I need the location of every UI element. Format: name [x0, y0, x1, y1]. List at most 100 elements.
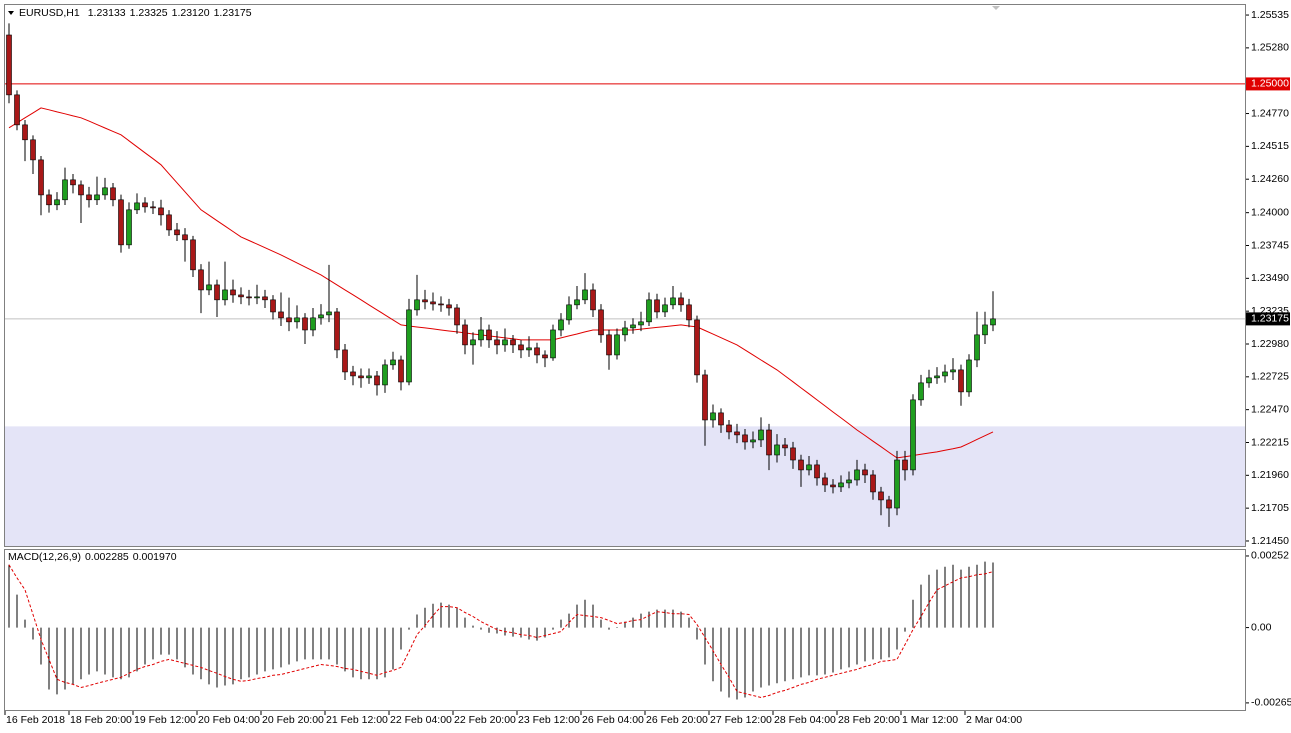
macd-y-tick-label: 0.00	[1251, 621, 1272, 633]
candle-body	[110, 187, 116, 201]
candle-body	[438, 303, 444, 306]
candle-body	[486, 329, 492, 341]
symbol-label: EURUSD,H1	[19, 7, 80, 19]
price-panel-frame	[4, 4, 1246, 547]
macd-title: MACD(12,26,9)	[8, 551, 81, 563]
candle-body	[174, 229, 180, 236]
candle-body	[758, 429, 764, 441]
candle-body	[990, 318, 996, 326]
candle-body	[854, 469, 860, 481]
candle-body	[622, 327, 628, 336]
candle-body	[774, 444, 780, 456]
x-tick-label: 20 Feb 20:00	[262, 714, 324, 726]
candle-body	[310, 317, 316, 331]
candle-body	[966, 359, 972, 393]
candle-body	[982, 324, 988, 336]
candle-body	[30, 139, 36, 161]
y-tick-label: 1.23745	[1251, 239, 1289, 251]
candle-body	[366, 375, 372, 379]
layers: 1.25535 1.25280 1.24770 1.24515 1.24260 1.240…	[4, 9, 1291, 726]
candle-body	[566, 304, 572, 321]
candle-body	[542, 354, 548, 359]
candle-body	[686, 304, 692, 321]
x-tick-label: 26 Feb 20:00	[646, 714, 708, 726]
y-tick-label: 1.22725	[1251, 371, 1289, 383]
x-tick-label: 21 Feb 12:00	[326, 714, 388, 726]
candle-body	[454, 307, 460, 326]
quote-value: 1.23120	[172, 7, 210, 19]
candle-body	[766, 429, 772, 456]
x-tick-label: 27 Feb 12:00	[710, 714, 772, 726]
quote-value: 1.23325	[130, 7, 168, 19]
candle-body	[206, 284, 212, 291]
x-tick-label: 1 Mar 12:00	[902, 714, 958, 726]
candle-body	[606, 334, 612, 356]
candle-body	[54, 199, 60, 206]
candle-body	[974, 334, 980, 361]
candle-body	[710, 412, 716, 421]
moving-average	[8, 107, 994, 459]
candle-body	[78, 184, 84, 196]
candle-body	[214, 284, 220, 301]
x-tick-label: 19 Feb 12:00	[134, 714, 196, 726]
candle-body	[422, 299, 428, 303]
macd-panel-frame	[4, 549, 1246, 711]
candle-body	[694, 319, 700, 376]
y-tick-label: 1.21705	[1251, 502, 1289, 514]
candle-body	[278, 311, 284, 319]
candle-body	[462, 324, 468, 346]
candle-body	[718, 412, 724, 426]
candle-body	[430, 301, 436, 305]
candle-body	[470, 339, 476, 346]
candle-body	[926, 377, 932, 384]
y-tick-label: 1.21450	[1251, 535, 1289, 547]
candle-body	[414, 299, 420, 311]
candle-body	[678, 297, 684, 306]
candle-body	[318, 314, 324, 319]
candle-body	[286, 317, 292, 323]
macd-y-tick-label: 0.00252	[1251, 550, 1289, 562]
candle-body	[22, 124, 28, 141]
candle-body	[646, 299, 652, 323]
candle-body	[726, 424, 732, 433]
candle-body	[182, 234, 188, 241]
candle-body	[134, 202, 140, 211]
candle-body	[910, 399, 916, 471]
candle-body	[886, 499, 892, 509]
candle-body	[614, 334, 620, 356]
candle-body	[934, 375, 940, 379]
candle-body	[582, 289, 588, 301]
candle-body	[846, 479, 852, 484]
candle-body	[222, 289, 228, 301]
level-label: 1.25000	[1251, 78, 1289, 90]
candle-body	[158, 207, 164, 216]
candle-body	[342, 349, 348, 373]
candle-body	[654, 299, 660, 313]
candle-body	[302, 317, 308, 331]
candle-body	[630, 324, 636, 329]
candle-body	[86, 194, 92, 201]
candle-body	[918, 382, 924, 401]
candle-body	[750, 439, 756, 443]
candle-body	[822, 477, 828, 486]
candle-body	[510, 339, 516, 346]
y-tick-label: 1.25535	[1251, 9, 1289, 21]
candle-body	[126, 209, 132, 246]
candle-body	[574, 299, 580, 306]
candle-body	[238, 294, 244, 298]
menu-arrow[interactable]	[8, 11, 14, 15]
candle-body	[790, 447, 796, 461]
y-tick-label: 1.22470	[1251, 403, 1289, 415]
candle-body	[902, 459, 908, 471]
macd-readout: 0.001970	[133, 551, 177, 563]
candle-body	[670, 297, 676, 306]
y-tick-label: 1.21960	[1251, 469, 1289, 481]
candle-body	[358, 375, 364, 379]
x-tick-label: 18 Feb 20:00	[70, 714, 132, 726]
candle-body	[494, 339, 500, 346]
candle-body	[702, 374, 708, 421]
macd-readout: 0.002285	[85, 551, 129, 563]
candle-body	[798, 459, 804, 471]
candle-body	[270, 299, 276, 313]
candle-body	[638, 321, 644, 326]
